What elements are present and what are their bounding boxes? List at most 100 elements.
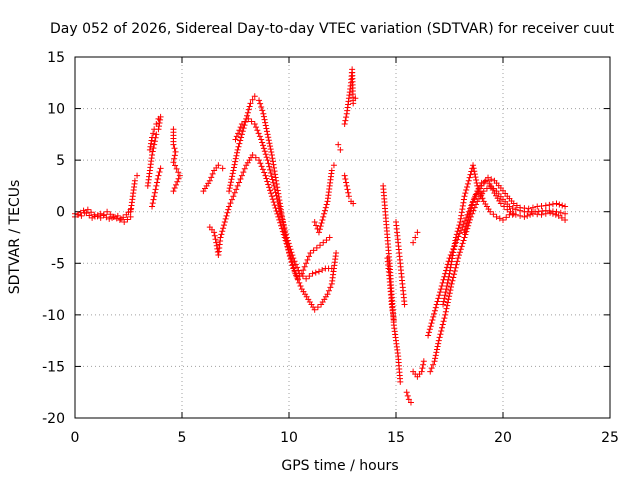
data-point xyxy=(431,310,438,317)
data-point xyxy=(350,200,357,207)
data-point xyxy=(307,249,314,256)
data-point xyxy=(542,210,549,217)
data-point xyxy=(455,255,462,262)
data-point xyxy=(459,240,466,247)
data-point xyxy=(266,184,273,191)
data-point xyxy=(455,252,462,259)
data-point xyxy=(538,203,545,210)
data-point xyxy=(319,216,326,223)
data-point xyxy=(410,239,417,246)
data-point xyxy=(287,256,294,263)
data-point xyxy=(131,177,138,184)
series-arc-7 xyxy=(170,126,183,195)
data-point xyxy=(538,211,545,218)
data-point xyxy=(282,228,289,235)
data-point xyxy=(269,155,276,162)
data-point xyxy=(211,229,218,236)
data-point xyxy=(279,215,286,222)
data-point xyxy=(352,95,359,102)
data-point xyxy=(173,165,180,172)
data-point xyxy=(271,168,278,175)
data-point xyxy=(474,188,481,195)
data-point xyxy=(524,212,531,219)
data-point xyxy=(265,137,272,144)
series-arc-8 xyxy=(200,162,226,195)
data-point xyxy=(150,196,157,203)
data-point xyxy=(436,334,443,341)
data-point xyxy=(433,301,440,308)
data-point xyxy=(342,176,349,183)
data-point xyxy=(293,272,300,279)
series-arc-19 xyxy=(403,389,414,406)
data-point xyxy=(450,274,457,281)
data-point xyxy=(401,301,408,308)
data-point xyxy=(442,308,449,315)
data-point xyxy=(464,220,471,227)
data-point xyxy=(208,174,215,181)
data-point xyxy=(269,176,276,183)
data-point xyxy=(152,186,159,193)
data-point xyxy=(170,159,177,166)
data-point xyxy=(279,218,286,225)
data-point xyxy=(238,172,245,179)
data-point xyxy=(449,255,456,262)
data-point xyxy=(432,352,439,359)
data-point xyxy=(274,210,281,217)
data-point xyxy=(149,200,156,207)
data-point xyxy=(342,117,349,124)
data-point xyxy=(249,151,256,158)
data-point xyxy=(311,306,318,313)
data-point xyxy=(151,138,158,145)
series-arc-21 xyxy=(410,358,427,380)
data-point xyxy=(431,358,438,365)
data-point xyxy=(211,232,218,239)
data-point xyxy=(478,192,485,199)
data-point xyxy=(456,222,463,229)
data-point xyxy=(471,168,478,175)
data-point xyxy=(237,137,244,144)
data-point xyxy=(241,165,248,172)
data-point xyxy=(265,181,272,188)
data-point xyxy=(175,169,182,176)
data-point xyxy=(277,208,284,215)
data-point xyxy=(219,228,226,235)
data-point xyxy=(558,214,565,221)
data-point xyxy=(271,182,278,189)
data-point xyxy=(452,237,459,244)
y-tick-label: -15 xyxy=(42,359,65,375)
data-point xyxy=(223,212,230,219)
y-tick-label: 0 xyxy=(56,205,65,221)
data-point xyxy=(291,268,298,275)
data-point xyxy=(390,317,397,324)
data-point xyxy=(242,118,249,125)
data-point xyxy=(454,228,461,235)
data-point xyxy=(262,122,269,129)
data-point xyxy=(290,255,297,262)
data-point xyxy=(327,284,334,291)
data-point xyxy=(509,205,516,212)
data-point xyxy=(226,188,233,195)
data-point xyxy=(470,198,477,205)
data-point xyxy=(320,213,327,220)
data-point xyxy=(283,231,290,238)
series-arc-4 xyxy=(144,113,164,189)
data-point xyxy=(154,179,161,186)
series-arc-5 xyxy=(146,115,162,153)
data-point xyxy=(512,206,519,213)
data-point xyxy=(437,289,444,296)
data-point xyxy=(256,133,263,140)
data-point xyxy=(264,131,271,138)
data-point xyxy=(323,237,330,244)
data-point xyxy=(345,193,352,200)
data-point xyxy=(488,176,495,183)
data-point xyxy=(228,176,235,183)
data-point xyxy=(404,392,411,399)
data-point xyxy=(263,175,270,182)
data-point xyxy=(84,206,91,213)
data-point xyxy=(171,184,178,191)
data-point xyxy=(267,190,274,197)
data-point xyxy=(253,124,260,131)
data-point xyxy=(343,114,350,121)
data-point xyxy=(281,224,288,231)
data-point xyxy=(89,214,96,221)
